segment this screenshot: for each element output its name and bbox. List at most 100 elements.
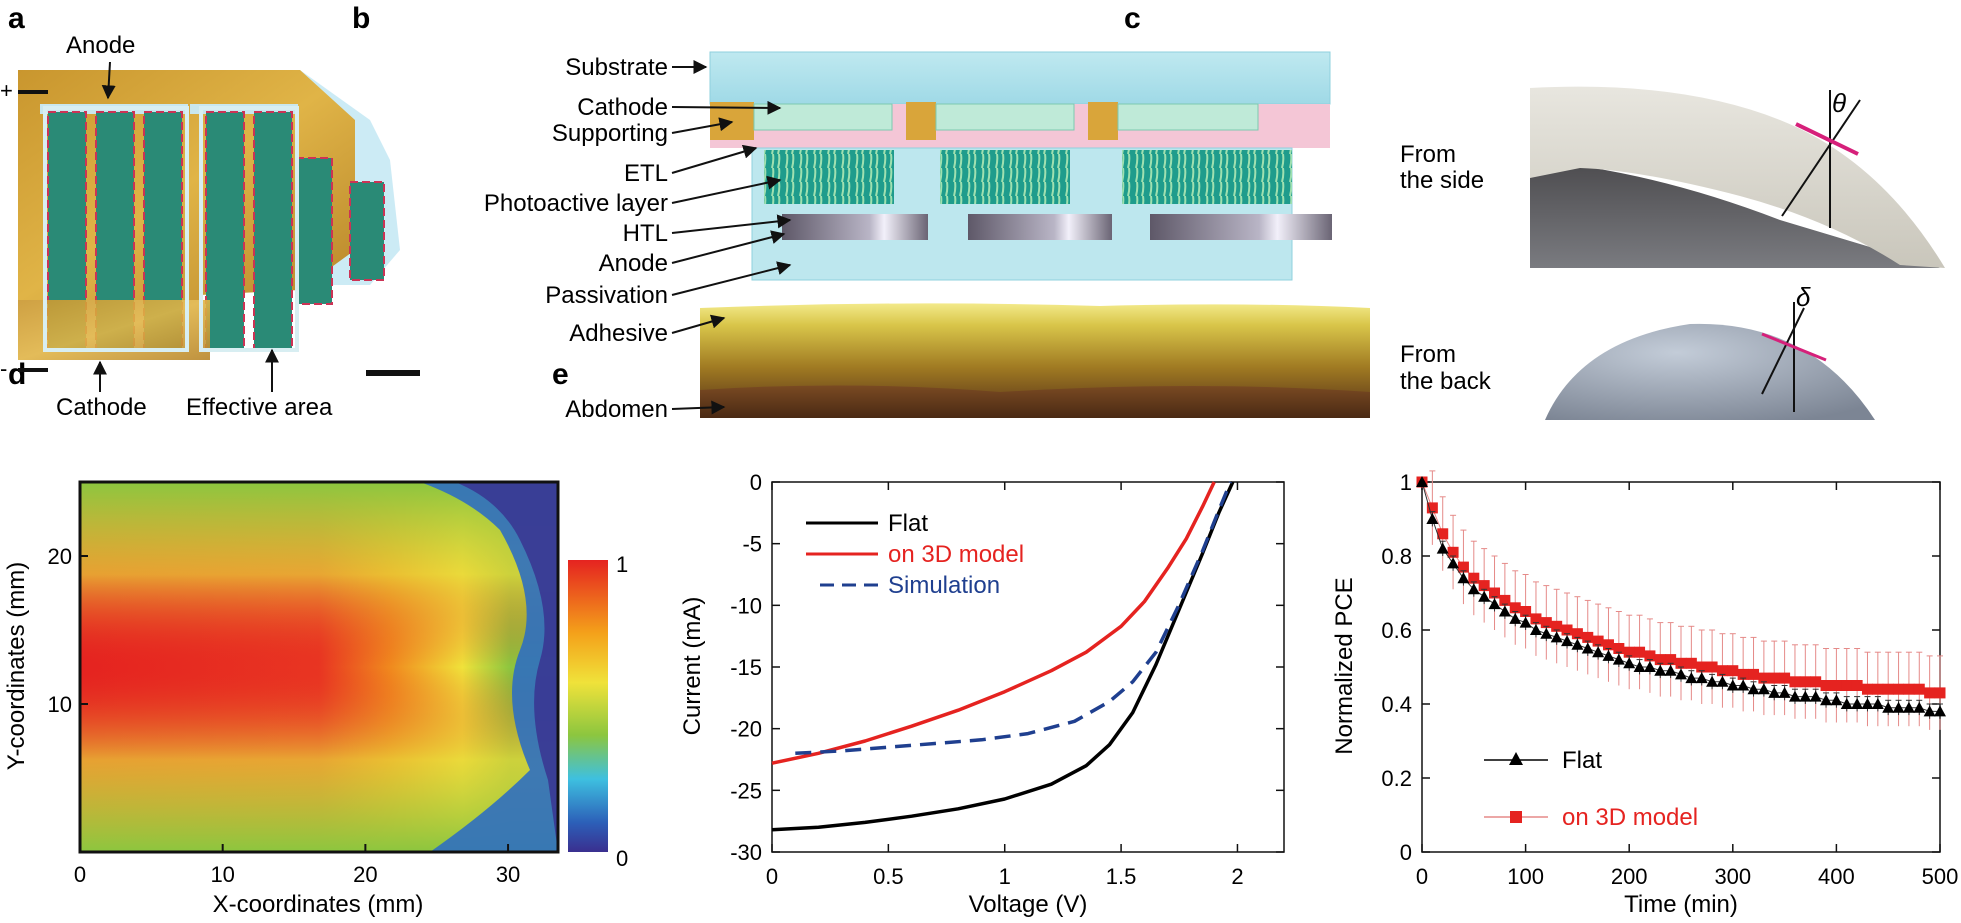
pce-point-flat — [1457, 572, 1470, 584]
pce-point-flat — [1913, 701, 1926, 713]
pce-point-flat — [1902, 701, 1915, 713]
pce-point-flat — [1426, 513, 1439, 524]
heatmap-fade — [80, 482, 558, 852]
pce-point-3d — [1758, 672, 1770, 684]
pce-ytick-label: 0.4 — [1381, 692, 1412, 717]
pce-point-flat — [1757, 683, 1770, 695]
iv-ytick-label: -25 — [730, 778, 762, 803]
pce-point-flat — [1467, 583, 1480, 595]
pce-point-3d — [1768, 672, 1780, 684]
pce-point-flat — [1509, 612, 1522, 624]
pce-point-flat — [1820, 694, 1833, 706]
iv-xtick-label: 0 — [766, 864, 778, 889]
pce-point-3d — [1903, 683, 1915, 695]
layer-label-supporting: Supporting — [552, 120, 668, 147]
pce-point-flat — [1706, 675, 1719, 687]
layer-label-substrate: Substrate — [565, 54, 668, 81]
pce-point-3d — [1861, 683, 1873, 695]
pce-ticks: 0 100 200 300 400 500 0 0.2 0.4 0.6 0.8 1 — [1381, 470, 1958, 889]
side-label-line1: From — [1400, 141, 1456, 168]
heatmap-xlabel: X-coordinates (mm) — [213, 891, 424, 918]
pce-point-flat — [1871, 698, 1884, 709]
pce-point-flat — [1436, 542, 1449, 554]
layer-label-htl: HTL — [623, 220, 668, 247]
legend-label-3d-pce: on 3D model — [1562, 804, 1698, 831]
pce-point-3d — [1437, 528, 1449, 540]
back-view-dome — [1545, 323, 1875, 420]
pce-point-flat — [1519, 616, 1532, 628]
pce-point-3d — [1748, 668, 1760, 680]
pce-point-flat — [1685, 672, 1698, 684]
pce-point-flat — [1799, 690, 1812, 702]
pce-point-flat — [1623, 657, 1636, 669]
pce-point-3d — [1851, 680, 1863, 691]
panel-c: θ From the side δ From the back — [1400, 86, 1945, 420]
pce-xtick-label: 300 — [1714, 864, 1751, 889]
legend-marker-3d — [1510, 811, 1522, 823]
pce-point-flat — [1695, 672, 1708, 684]
pce-point-3d — [1478, 580, 1490, 592]
pce-point-flat — [1768, 686, 1781, 698]
heatmap-xtick-label: 0 — [74, 862, 86, 887]
pce-point-flat — [1612, 653, 1625, 665]
iv-xtick-label: 0.5 — [873, 864, 904, 889]
pce-point-3d — [1644, 650, 1656, 662]
heatmap-area — [78, 480, 560, 854]
pce-point-3d — [1830, 680, 1842, 691]
pce-point-flat — [1851, 698, 1864, 709]
iv-ytick-label: -10 — [730, 593, 762, 618]
back-label-line2: the back — [1400, 368, 1492, 395]
pce-point-flat — [1726, 679, 1739, 691]
delta-symbol: δ — [1796, 282, 1811, 312]
pce-point-3d — [1893, 683, 1905, 695]
pce-point-flat — [1934, 705, 1946, 717]
pce-point-3d — [1654, 654, 1666, 666]
pce-point-3d — [1789, 676, 1801, 688]
pce-point-3d — [1810, 676, 1822, 688]
pce-point-3d — [1913, 683, 1925, 695]
pce-point-3d — [1561, 624, 1573, 636]
pce-point-3d — [1447, 546, 1459, 558]
iv-ytick-label: 0 — [750, 470, 762, 495]
legend-label-sim: Simulation — [888, 572, 1000, 599]
pce-point-3d — [1426, 502, 1438, 514]
pce-point-3d — [1841, 680, 1853, 691]
pce-point-flat — [1778, 686, 1791, 698]
pce-point-flat — [1923, 705, 1936, 717]
pce-point-flat — [1529, 624, 1542, 635]
pce-point-3d — [1934, 687, 1946, 699]
pce-point-3d — [1779, 672, 1791, 684]
colorbar-max-label: 1 — [616, 552, 628, 577]
pce-point-flat — [1664, 664, 1677, 676]
side-label-line2: the side — [1400, 167, 1484, 194]
pce-point-flat — [1488, 598, 1501, 610]
pce-point-3d — [1571, 628, 1583, 640]
pce-xtick-label: 0 — [1416, 864, 1428, 889]
pce-point-flat — [1602, 649, 1615, 661]
pce-point-flat — [1809, 690, 1822, 702]
pce-series — [1416, 470, 1946, 730]
pce-point-3d — [1799, 676, 1811, 688]
layer-label-photoactive: Photoactive layer — [484, 190, 668, 217]
layer-label-passivation: Passivation — [545, 282, 668, 309]
heatmap-xtick-label: 30 — [496, 862, 520, 887]
htl-blocks — [782, 214, 1332, 240]
iv-xtick-label: 1 — [999, 864, 1011, 889]
iv-ytick-label: -15 — [730, 655, 762, 680]
pce-point-3d — [1613, 643, 1625, 654]
pce-point-3d — [1696, 661, 1708, 673]
pce-point-3d — [1924, 687, 1936, 699]
heatmap-xtick-label: 10 — [210, 862, 234, 887]
pce-xlabel: Time (min) — [1624, 891, 1738, 918]
adhesive-layer — [700, 303, 1370, 410]
pce-point-flat — [1540, 627, 1553, 639]
effective-area-label: Effective area — [186, 394, 333, 421]
pce-point-3d — [1675, 657, 1687, 669]
pce-point-3d — [1716, 665, 1728, 677]
pce-xtick-label: 500 — [1922, 864, 1959, 889]
pce-point-3d — [1520, 606, 1532, 617]
pce-point-3d — [1468, 572, 1480, 584]
legend-marker-flat — [1509, 752, 1523, 765]
pce-point-flat — [1747, 683, 1760, 695]
